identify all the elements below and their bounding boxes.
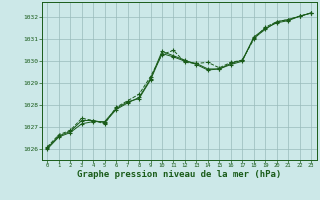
X-axis label: Graphe pression niveau de la mer (hPa): Graphe pression niveau de la mer (hPa) [77, 170, 281, 179]
